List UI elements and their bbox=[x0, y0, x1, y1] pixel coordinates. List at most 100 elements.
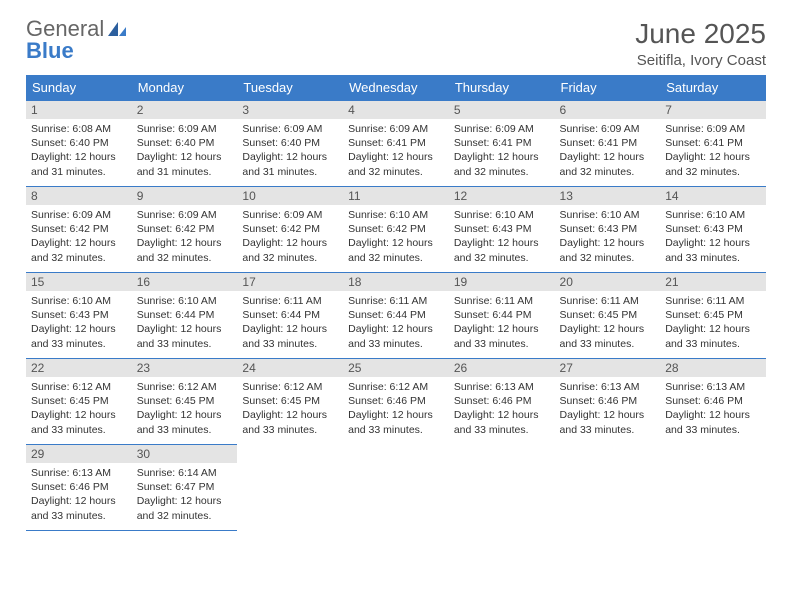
daylight-text: Daylight: 12 hours and 31 minutes. bbox=[137, 150, 233, 178]
day-body: Sunrise: 6:11 AMSunset: 6:45 PMDaylight:… bbox=[660, 291, 766, 355]
sunrise-text: Sunrise: 6:10 AM bbox=[560, 208, 656, 222]
day-number: 14 bbox=[660, 187, 766, 205]
sunrise-text: Sunrise: 6:10 AM bbox=[665, 208, 761, 222]
day-body: Sunrise: 6:13 AMSunset: 6:46 PMDaylight:… bbox=[449, 377, 555, 441]
sunrise-text: Sunrise: 6:11 AM bbox=[454, 294, 550, 308]
daylight-text: Daylight: 12 hours and 32 minutes. bbox=[348, 236, 444, 264]
day-body: Sunrise: 6:13 AMSunset: 6:46 PMDaylight:… bbox=[660, 377, 766, 441]
sunrise-text: Sunrise: 6:10 AM bbox=[137, 294, 233, 308]
daylight-text: Daylight: 12 hours and 32 minutes. bbox=[137, 236, 233, 264]
daylight-text: Daylight: 12 hours and 32 minutes. bbox=[31, 236, 127, 264]
day-cell: 16Sunrise: 6:10 AMSunset: 6:44 PMDayligh… bbox=[132, 273, 238, 359]
day-number: 28 bbox=[660, 359, 766, 377]
daylight-text: Daylight: 12 hours and 32 minutes. bbox=[454, 150, 550, 178]
day-cell bbox=[343, 445, 449, 531]
page-title: June 2025 bbox=[635, 18, 766, 50]
daylight-text: Daylight: 12 hours and 33 minutes. bbox=[665, 322, 761, 350]
day-number: 6 bbox=[555, 101, 661, 119]
sunrise-text: Sunrise: 6:09 AM bbox=[242, 122, 338, 136]
dow-row: Sunday Monday Tuesday Wednesday Thursday… bbox=[26, 75, 766, 101]
day-number: 23 bbox=[132, 359, 238, 377]
day-cell: 19Sunrise: 6:11 AMSunset: 6:44 PMDayligh… bbox=[449, 273, 555, 359]
sunrise-text: Sunrise: 6:09 AM bbox=[31, 208, 127, 222]
day-number: 2 bbox=[132, 101, 238, 119]
daylight-text: Daylight: 12 hours and 32 minutes. bbox=[348, 150, 444, 178]
daylight-text: Daylight: 12 hours and 33 minutes. bbox=[137, 408, 233, 436]
page-subtitle: Seitifla, Ivory Coast bbox=[635, 52, 766, 69]
sunrise-text: Sunrise: 6:13 AM bbox=[665, 380, 761, 394]
day-number: 19 bbox=[449, 273, 555, 291]
day-cell: 23Sunrise: 6:12 AMSunset: 6:45 PMDayligh… bbox=[132, 359, 238, 445]
day-cell: 13Sunrise: 6:10 AMSunset: 6:43 PMDayligh… bbox=[555, 187, 661, 273]
day-number: 1 bbox=[26, 101, 132, 119]
sunrise-text: Sunrise: 6:13 AM bbox=[454, 380, 550, 394]
sunset-text: Sunset: 6:42 PM bbox=[31, 222, 127, 236]
sunrise-text: Sunrise: 6:14 AM bbox=[137, 466, 233, 480]
daylight-text: Daylight: 12 hours and 31 minutes. bbox=[242, 150, 338, 178]
logo-sail-icon bbox=[106, 20, 128, 42]
daylight-text: Daylight: 12 hours and 33 minutes. bbox=[560, 408, 656, 436]
daylight-text: Daylight: 12 hours and 33 minutes. bbox=[242, 322, 338, 350]
dow-cell: Thursday bbox=[449, 75, 555, 101]
day-cell bbox=[237, 445, 343, 531]
day-body: Sunrise: 6:11 AMSunset: 6:45 PMDaylight:… bbox=[555, 291, 661, 355]
sunrise-text: Sunrise: 6:09 AM bbox=[560, 122, 656, 136]
day-cell: 11Sunrise: 6:10 AMSunset: 6:42 PMDayligh… bbox=[343, 187, 449, 273]
daylight-text: Daylight: 12 hours and 33 minutes. bbox=[137, 322, 233, 350]
day-number: 27 bbox=[555, 359, 661, 377]
sunrise-text: Sunrise: 6:11 AM bbox=[348, 294, 444, 308]
day-cell: 18Sunrise: 6:11 AMSunset: 6:44 PMDayligh… bbox=[343, 273, 449, 359]
day-number: 26 bbox=[449, 359, 555, 377]
sunrise-text: Sunrise: 6:12 AM bbox=[31, 380, 127, 394]
sunset-text: Sunset: 6:43 PM bbox=[665, 222, 761, 236]
day-body: Sunrise: 6:10 AMSunset: 6:42 PMDaylight:… bbox=[343, 205, 449, 269]
day-number: 15 bbox=[26, 273, 132, 291]
dow-cell: Sunday bbox=[26, 75, 132, 101]
logo-text: General Blue bbox=[26, 18, 128, 62]
day-body: Sunrise: 6:11 AMSunset: 6:44 PMDaylight:… bbox=[343, 291, 449, 355]
sunrise-text: Sunrise: 6:09 AM bbox=[665, 122, 761, 136]
daylight-text: Daylight: 12 hours and 33 minutes. bbox=[454, 408, 550, 436]
sunset-text: Sunset: 6:40 PM bbox=[137, 136, 233, 150]
daylight-text: Daylight: 12 hours and 32 minutes. bbox=[665, 150, 761, 178]
sunrise-text: Sunrise: 6:13 AM bbox=[560, 380, 656, 394]
day-body: Sunrise: 6:14 AMSunset: 6:47 PMDaylight:… bbox=[132, 463, 238, 527]
daylight-text: Daylight: 12 hours and 32 minutes. bbox=[560, 150, 656, 178]
week-row: 22Sunrise: 6:12 AMSunset: 6:45 PMDayligh… bbox=[26, 359, 766, 445]
dow-cell: Saturday bbox=[660, 75, 766, 101]
sunset-text: Sunset: 6:44 PM bbox=[348, 308, 444, 322]
daylight-text: Daylight: 12 hours and 33 minutes. bbox=[665, 236, 761, 264]
dow-cell: Friday bbox=[555, 75, 661, 101]
sunset-text: Sunset: 6:42 PM bbox=[137, 222, 233, 236]
sunset-text: Sunset: 6:40 PM bbox=[31, 136, 127, 150]
sunrise-text: Sunrise: 6:10 AM bbox=[31, 294, 127, 308]
page-header: General Blue June 2025 Seitifla, Ivory C… bbox=[26, 18, 766, 69]
day-cell: 9Sunrise: 6:09 AMSunset: 6:42 PMDaylight… bbox=[132, 187, 238, 273]
day-body: Sunrise: 6:10 AMSunset: 6:43 PMDaylight:… bbox=[555, 205, 661, 269]
day-cell: 25Sunrise: 6:12 AMSunset: 6:46 PMDayligh… bbox=[343, 359, 449, 445]
sunrise-text: Sunrise: 6:12 AM bbox=[242, 380, 338, 394]
day-body: Sunrise: 6:09 AMSunset: 6:42 PMDaylight:… bbox=[26, 205, 132, 269]
sunrise-text: Sunrise: 6:09 AM bbox=[137, 122, 233, 136]
day-cell: 20Sunrise: 6:11 AMSunset: 6:45 PMDayligh… bbox=[555, 273, 661, 359]
day-body: Sunrise: 6:10 AMSunset: 6:43 PMDaylight:… bbox=[26, 291, 132, 355]
day-number: 12 bbox=[449, 187, 555, 205]
sunset-text: Sunset: 6:46 PM bbox=[560, 394, 656, 408]
week-row: 29Sunrise: 6:13 AMSunset: 6:46 PMDayligh… bbox=[26, 445, 766, 531]
logo-word2: Blue bbox=[26, 38, 74, 63]
sunset-text: Sunset: 6:45 PM bbox=[31, 394, 127, 408]
day-cell bbox=[449, 445, 555, 531]
daylight-text: Daylight: 12 hours and 32 minutes. bbox=[137, 494, 233, 522]
sunrise-text: Sunrise: 6:09 AM bbox=[454, 122, 550, 136]
dow-cell: Wednesday bbox=[343, 75, 449, 101]
sunset-text: Sunset: 6:46 PM bbox=[31, 480, 127, 494]
day-cell: 12Sunrise: 6:10 AMSunset: 6:43 PMDayligh… bbox=[449, 187, 555, 273]
sunset-text: Sunset: 6:45 PM bbox=[137, 394, 233, 408]
sunrise-text: Sunrise: 6:09 AM bbox=[137, 208, 233, 222]
day-number: 8 bbox=[26, 187, 132, 205]
day-number: 3 bbox=[237, 101, 343, 119]
day-body: Sunrise: 6:10 AMSunset: 6:43 PMDaylight:… bbox=[660, 205, 766, 269]
daylight-text: Daylight: 12 hours and 31 minutes. bbox=[31, 150, 127, 178]
day-cell: 1Sunrise: 6:08 AMSunset: 6:40 PMDaylight… bbox=[26, 101, 132, 187]
day-number: 29 bbox=[26, 445, 132, 463]
